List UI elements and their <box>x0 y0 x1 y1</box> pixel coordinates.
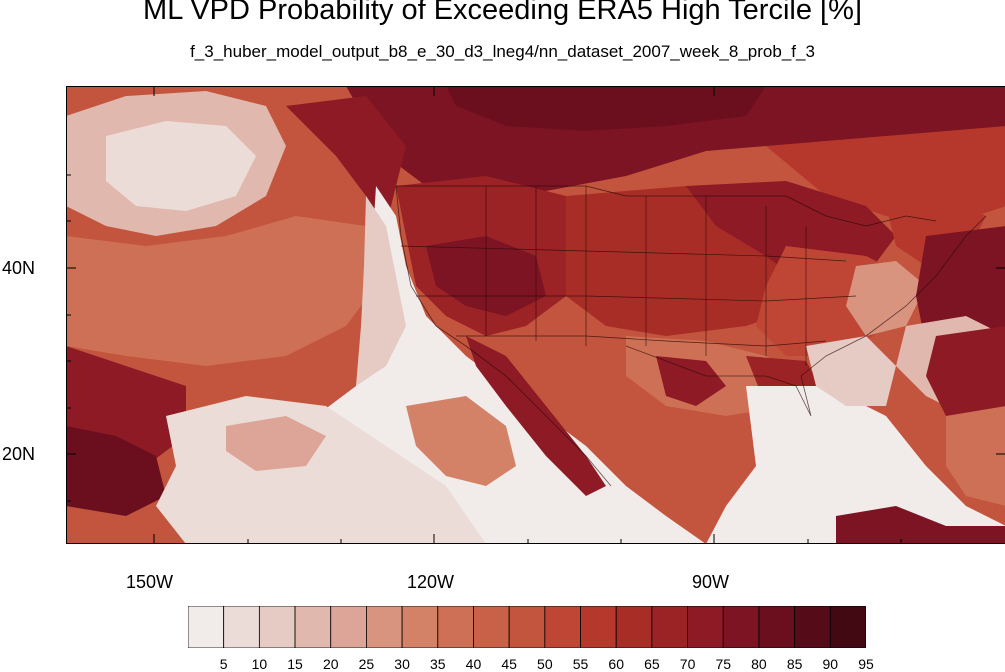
colorbar-swatch <box>294 606 332 648</box>
south-pacific-orange <box>406 396 516 486</box>
map-panel <box>66 86 1005 544</box>
colorbar-swatch <box>544 606 581 648</box>
colorbar-swatch <box>687 606 724 648</box>
florida-east-light <box>806 336 896 406</box>
colorbar-swatch <box>580 606 617 648</box>
lon-label-90w: 90W <box>692 572 730 592</box>
colorbar-swatch <box>223 606 260 648</box>
baja-dark-strip <box>466 336 606 496</box>
colorbar-swatch <box>366 606 403 648</box>
colorbar-tick-label: 80 <box>751 656 767 672</box>
colorbar-swatch <box>794 606 831 648</box>
coastal-light-plume <box>316 186 706 544</box>
colorbar-tick-label: 45 <box>501 656 517 672</box>
lon-label-150w: 150W <box>126 572 174 592</box>
state-boundaries <box>396 185 937 366</box>
map-subtitle: f_3_huber_model_output_b8_e_30_d3_lneg4/… <box>190 42 815 61</box>
colorbar-swatch <box>615 606 653 648</box>
caribbean-dark <box>836 506 1005 544</box>
lat-label-20n: 20N <box>2 444 36 464</box>
colorbar-swatch <box>401 606 439 648</box>
colorbar-swatch <box>508 606 546 648</box>
colorbar-swatch <box>758 606 796 648</box>
colorbar-tick-label: 75 <box>715 656 732 672</box>
colorbar-tick-label: 60 <box>608 656 624 672</box>
colorbar-tick-label: 10 <box>251 656 268 672</box>
colorbar <box>188 606 866 648</box>
coastlines <box>395 185 987 487</box>
lat-label-40n: 40N <box>2 258 36 278</box>
axis-ticks <box>66 86 1005 544</box>
colorbar-tick-label: 5 <box>219 656 228 672</box>
colorbar-tick-label: 85 <box>786 656 803 672</box>
hawaii-dark-patch <box>66 426 166 516</box>
coastal-plume-edge <box>356 196 406 386</box>
colorbar-tick-label: 70 <box>679 656 696 672</box>
colorbar-swatch <box>258 606 296 648</box>
colorbar-tick-label: 50 <box>537 656 553 672</box>
colorbar-swatch <box>330 606 367 648</box>
colorbar-swatch <box>829 606 866 648</box>
colorbar-swatch <box>473 606 510 648</box>
map-title: ML VPD Probability of Exceeding ERA5 Hig… <box>143 0 862 26</box>
colorbar-swatch <box>437 606 474 648</box>
colorbar-tick-label: 25 <box>358 656 375 672</box>
north-pacific-lightest <box>106 121 256 211</box>
northern-dark-patch <box>446 86 766 131</box>
colorbar-tick-label: 20 <box>322 656 339 672</box>
colorbar-tick-label: 40 <box>465 656 482 672</box>
southeast-light <box>706 386 1005 544</box>
vpd-probability-map <box>66 86 1005 544</box>
atlantic-mid-medium <box>946 406 1005 506</box>
colorbar-swatch <box>188 606 225 648</box>
south-pacific-medium <box>226 416 326 471</box>
lon-label-120w: 120W <box>407 572 455 592</box>
colorbar-tick-label: 30 <box>394 656 410 672</box>
colorbar-tick-label: 35 <box>429 656 446 672</box>
texas-gulf-dark <box>656 356 726 406</box>
colorbar-tick-label: 15 <box>287 656 303 672</box>
appalachia-light <box>846 261 926 336</box>
colorbar-tick-label: 55 <box>572 656 589 672</box>
colorbar-tick-label: 65 <box>644 656 660 672</box>
colorbar-tick-label: 90 <box>822 656 839 672</box>
colorbar-swatches <box>188 606 866 648</box>
colorbar-tick-label: 95 <box>858 656 874 672</box>
colorbar-swatch <box>651 606 688 648</box>
colorbar-swatch <box>722 606 760 648</box>
mid-pacific-band <box>66 216 376 366</box>
